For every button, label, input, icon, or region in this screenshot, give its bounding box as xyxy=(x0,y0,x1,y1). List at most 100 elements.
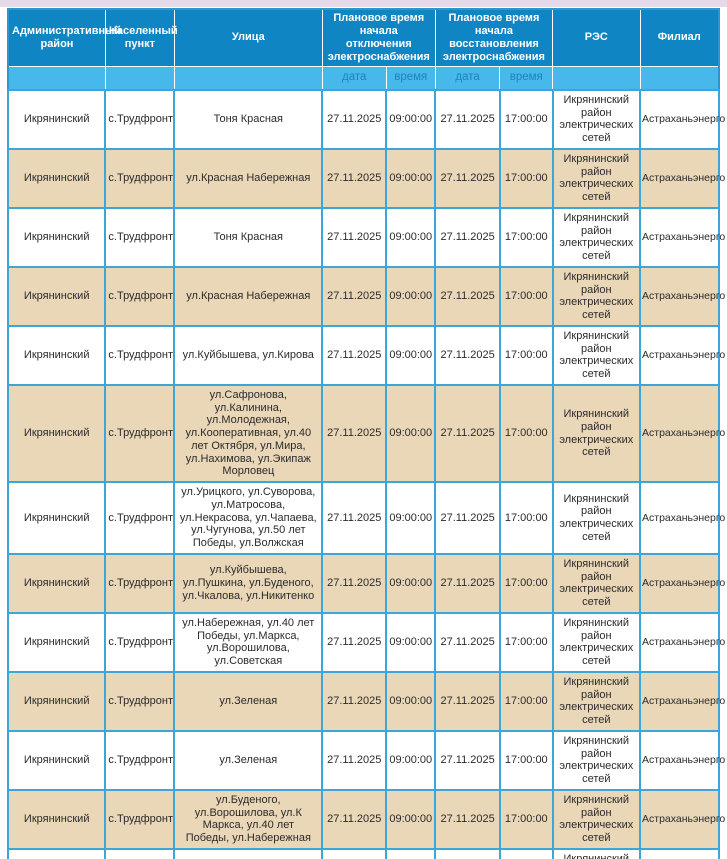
cell-street: ул.Зеленая xyxy=(173,729,324,791)
cell-settlement: с.Трудфронт xyxy=(104,265,176,327)
cell-settlement: с.Трудфронт xyxy=(104,847,176,859)
cell-district: Икрянинский xyxy=(6,324,107,386)
subheader-row: дата время дата время xyxy=(7,65,720,91)
cell-district: Икрянинский xyxy=(6,265,107,327)
cell-branch: Астраханьэнерго xyxy=(639,324,725,386)
cell-end-date: 27.11.2025 xyxy=(434,88,501,150)
cell-start-date: 27.11.2025 xyxy=(321,847,388,859)
cell-start-time: 09:00:00 xyxy=(385,206,437,268)
cell-start-time: 09:00:00 xyxy=(385,729,437,791)
cell-end-time: 17:00:00 xyxy=(498,88,554,150)
table-row: Икрянинский с.Трудфронт ул.Куйбышева, ул.П… xyxy=(6,552,725,614)
cell-res: Икрянинский район электрических сетей xyxy=(551,206,642,268)
cell-res: Икрянинский район электрических сетей xyxy=(551,670,642,732)
cell-res: Икрянинский район электрических сетей xyxy=(551,265,642,327)
cell-end-date: 27.11.2025 xyxy=(434,147,501,209)
subheader-empty xyxy=(173,65,323,91)
table-row: Икрянинский с.Трудфронт ул.Урицкого, ул.Су… xyxy=(6,481,725,555)
cell-start-date: 27.11.2025 xyxy=(321,552,388,614)
cell-start-time: 09:00:00 xyxy=(385,265,437,327)
cell-branch: Астраханьэнерго xyxy=(639,729,725,791)
cell-start-time: 09:00:00 xyxy=(385,147,437,209)
cell-end-date: 27.11.2025 xyxy=(434,552,501,614)
cell-start-date: 27.11.2025 xyxy=(321,324,388,386)
subheader-empty xyxy=(639,65,720,91)
cell-settlement: с.Трудфронт xyxy=(104,324,176,386)
table-row: Икрянинский с.Трудфронт ул.Зеленая 27.11.20… xyxy=(6,670,725,732)
header-outage-start-time: Плановое время начала отключения электро… xyxy=(321,8,436,67)
cell-end-date: 27.11.2025 xyxy=(434,481,501,555)
cell-settlement: с.Трудфронт xyxy=(104,670,176,732)
table-row: Икрянинский с.Трудфронт ул.Куйбышева, ул.К… xyxy=(6,324,725,386)
cell-end-time: 17:00:00 xyxy=(498,324,554,386)
header-settlement: Населенный пункт xyxy=(104,8,178,67)
header-branch: Филиал xyxy=(639,8,720,67)
cell-branch: Астраханьэнерго xyxy=(639,611,725,673)
cell-district: Икрянинский xyxy=(6,847,107,859)
cell-start-time: 09:00:00 xyxy=(385,847,437,859)
cell-branch: Астраханьэнерго xyxy=(639,88,725,150)
cell-end-date: 27.11.2025 xyxy=(434,670,501,732)
cell-street: ул.Кирова, ул.Гагарина, ул.Волжская, ул.… xyxy=(173,847,324,859)
cell-branch: Астраханьэнерго xyxy=(639,670,725,732)
cell-branch: Астраханьэнерго xyxy=(639,383,725,484)
cell-settlement: с.Трудфронт xyxy=(104,729,176,791)
cell-branch: Астраханьэнерго xyxy=(639,206,725,268)
cell-settlement: с.Трудфронт xyxy=(104,552,176,614)
cell-start-date: 27.11.2025 xyxy=(321,206,388,268)
outage-schedule-table: Административный район Населенный пункт Ул… xyxy=(6,8,725,859)
cell-district: Икрянинский xyxy=(6,481,107,555)
subheader-end-time: время xyxy=(499,65,554,91)
cell-end-time: 17:00:00 xyxy=(498,206,554,268)
cell-end-date: 27.11.2025 xyxy=(434,788,501,850)
cell-res: Икрянинский район электрических сетей xyxy=(551,729,642,791)
cell-end-date: 27.11.2025 xyxy=(434,729,501,791)
subheader-empty xyxy=(7,65,106,91)
cell-district: Икрянинский xyxy=(6,788,107,850)
cell-end-date: 27.11.2025 xyxy=(434,611,501,673)
table-row: Икрянинский с.Трудфронт ул.Зеленая 27.11.20… xyxy=(6,729,725,791)
table-body: Икрянинский с.Трудфронт Тоня Красная 27.11.… xyxy=(6,88,725,859)
cell-end-date: 27.11.2025 xyxy=(434,206,501,268)
header-row: Административный район Населенный пункт Ул… xyxy=(7,8,720,67)
cell-start-date: 27.11.2025 xyxy=(321,729,388,791)
cell-street: ул.Куйбышева, ул.Пушкина, ул.Буденого, у… xyxy=(173,552,324,614)
cell-start-date: 27.11.2025 xyxy=(321,383,388,484)
cell-settlement: с.Трудфронт xyxy=(104,481,176,555)
subheader-start-time: время xyxy=(385,65,436,91)
cell-branch: Астраханьэнерго xyxy=(639,481,725,555)
cell-res: Икрянинский район электрических сетей xyxy=(551,847,642,859)
cell-settlement: с.Трудфронт xyxy=(104,383,176,484)
cell-end-time: 17:00:00 xyxy=(498,147,554,209)
cell-start-time: 09:00:00 xyxy=(385,670,437,732)
cell-district: Икрянинский xyxy=(6,147,107,209)
cell-street: ул.Урицкого, ул.Суворова, ул.Матросова, … xyxy=(173,481,324,555)
cell-district: Икрянинский xyxy=(6,206,107,268)
cell-street: ул.Куйбышева, ул.Кирова xyxy=(173,324,324,386)
cell-end-time: 17:00:00 xyxy=(498,729,554,791)
cell-street: Тоня Красная xyxy=(173,88,324,150)
cell-branch: Астраханьэнерго xyxy=(639,847,720,859)
cell-street: ул.Зеленая xyxy=(173,670,324,732)
cell-settlement: с.Трудфронт xyxy=(104,88,176,150)
cell-settlement: с.Трудфронт xyxy=(104,147,176,209)
cell-start-date: 27.11.2025 xyxy=(321,670,388,732)
cell-start-time: 09:00:00 xyxy=(385,88,437,150)
cell-end-time: 17:00:00 xyxy=(498,847,554,859)
top-bar xyxy=(0,0,727,7)
cell-res: Икрянинский район электрических сетей xyxy=(551,383,642,484)
cell-start-date: 27.11.2025 xyxy=(321,265,388,327)
cell-start-date: 27.11.2025 xyxy=(321,147,388,209)
header-restore-start-time: Плановое время начала восстановления эле… xyxy=(434,8,554,67)
cell-start-time: 09:00:00 xyxy=(385,481,437,555)
cell-res: Икрянинский район электрических сетей xyxy=(551,481,642,555)
cell-settlement: с.Трудфронт xyxy=(104,206,176,268)
subheader-end-date: дата xyxy=(434,65,501,91)
cell-settlement: с.Трудфронт xyxy=(104,788,176,850)
cell-start-date: 27.11.2025 xyxy=(321,788,388,850)
cell-start-time: 09:00:00 xyxy=(385,611,437,673)
cell-start-time: 09:00:00 xyxy=(385,324,437,386)
cell-res: Икрянинский район электрических сетей xyxy=(551,324,642,386)
cell-end-date: 27.11.2025 xyxy=(434,847,501,859)
